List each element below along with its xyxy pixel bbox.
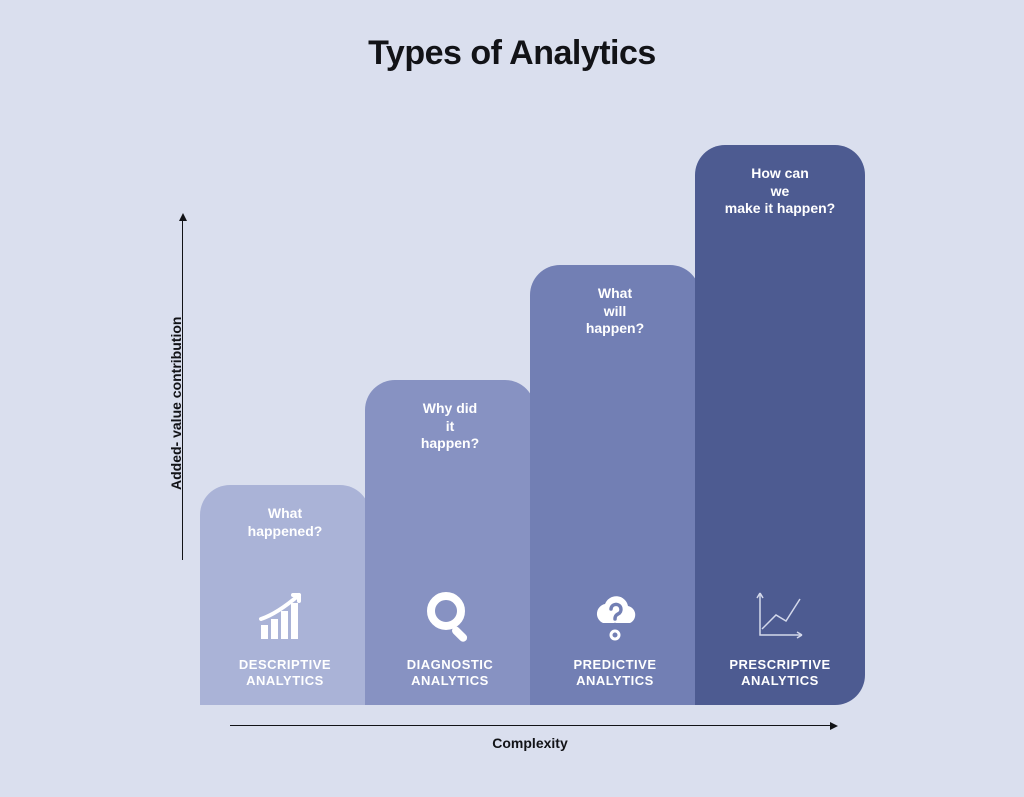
step-icon-holder bbox=[695, 585, 865, 645]
step-icon-holder bbox=[365, 585, 535, 645]
x-axis-arrowhead bbox=[830, 722, 838, 730]
y-axis-arrowhead bbox=[179, 213, 187, 221]
magnifier-icon bbox=[420, 585, 480, 645]
chart-area: Whathappened? DESCRIPTIVEANALYTICSWhy di… bbox=[200, 145, 865, 705]
y-axis-label: Added- value contribution bbox=[168, 317, 184, 490]
step-predictive: Whatwillhappen? PREDICTIVEANALYTICS bbox=[530, 265, 700, 705]
x-axis-label: Complexity bbox=[230, 735, 830, 751]
cloud-question-icon bbox=[585, 585, 645, 645]
page-title: Types of Analytics bbox=[0, 34, 1024, 73]
step-descriptive: Whathappened? DESCRIPTIVEANALYTICS bbox=[200, 485, 370, 705]
page: Types of Analytics Added- value contribu… bbox=[0, 0, 1024, 797]
step-label: DIAGNOSTICANALYTICS bbox=[365, 657, 535, 690]
step-icon-holder bbox=[200, 585, 370, 645]
step-icon-holder bbox=[530, 585, 700, 645]
growth-chart-icon bbox=[255, 585, 315, 645]
step-diagnostic: Why didithappen? DIAGNOSTICANALYTICS bbox=[365, 380, 535, 705]
step-label: PREDICTIVEANALYTICS bbox=[530, 657, 700, 690]
step-question: How canwemake it happen? bbox=[695, 165, 865, 218]
step-label: DESCRIPTIVEANALYTICS bbox=[200, 657, 370, 690]
line-plot-icon bbox=[750, 585, 810, 645]
step-question: Whathappened? bbox=[200, 505, 370, 540]
step-label: PRESCRIPTIVEANALYTICS bbox=[695, 657, 865, 690]
x-axis-line bbox=[230, 725, 830, 726]
step-question: Whatwillhappen? bbox=[530, 285, 700, 338]
step-prescriptive: How canwemake it happen? PRESCRIPTIVEANA… bbox=[695, 145, 865, 705]
step-question: Why didithappen? bbox=[365, 400, 535, 453]
